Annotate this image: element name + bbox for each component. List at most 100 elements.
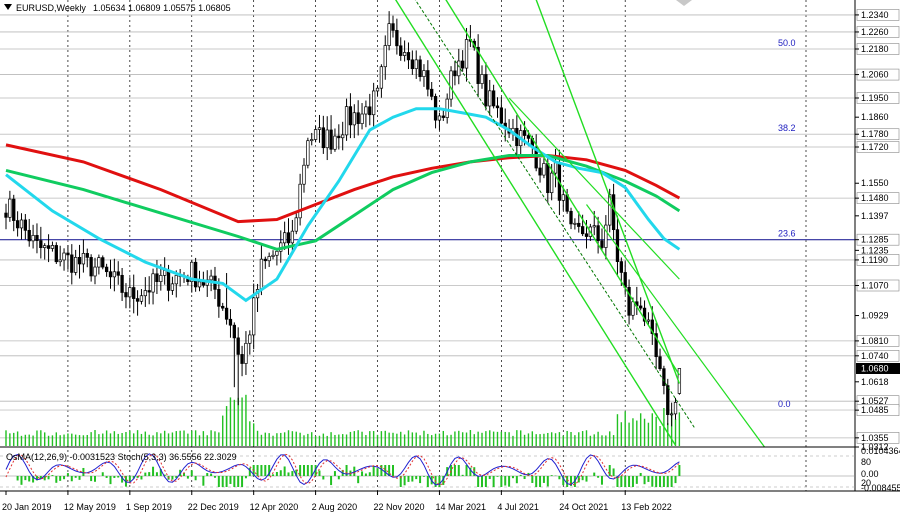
candle-body xyxy=(282,232,287,244)
time-tick-label: 13 Feb 2022 xyxy=(621,502,672,512)
candle-body xyxy=(464,39,469,69)
candle-body xyxy=(383,45,387,68)
candle-body xyxy=(197,281,202,288)
candle-body xyxy=(569,210,573,225)
indicator-axis-label: 0.00 xyxy=(861,469,879,479)
candle-body xyxy=(538,167,542,176)
candle-body xyxy=(294,217,298,232)
candle-body xyxy=(39,240,43,249)
time-tick-label: 22 Nov 2020 xyxy=(374,502,425,512)
price-tick-label: 1.0740 xyxy=(861,351,889,361)
price-tick-label: 1.0485 xyxy=(861,405,889,415)
candle-body xyxy=(306,140,310,166)
time-tick-label: 2 Aug 2020 xyxy=(312,502,358,512)
candle-body xyxy=(604,224,608,248)
symbol-label: EURUSD,Weekly xyxy=(16,3,86,13)
candle-body xyxy=(666,385,670,415)
candle-body xyxy=(368,106,372,116)
candle-body xyxy=(101,257,105,268)
candle-body xyxy=(414,59,418,70)
candle-body xyxy=(372,90,376,116)
candle-body xyxy=(430,88,434,97)
price-tick-label: 1.0810 xyxy=(861,336,889,346)
price-tick-label: 1.0618 xyxy=(861,377,889,387)
candle-body xyxy=(356,112,360,124)
candle-body xyxy=(600,240,604,248)
candle-body xyxy=(50,245,55,249)
indicator-axis-label: 0.0104364 xyxy=(861,446,900,456)
candle-body xyxy=(642,307,647,322)
candle-body xyxy=(190,261,194,282)
candle-body xyxy=(491,90,496,107)
price-tick-label: 1.1235 xyxy=(861,245,889,255)
candle-body xyxy=(43,245,47,249)
fib-label: 0.0 xyxy=(778,399,791,409)
candle-body xyxy=(391,23,395,31)
candle-body xyxy=(542,163,546,176)
candle-body xyxy=(395,30,399,47)
candle-body xyxy=(62,252,66,261)
candle-body xyxy=(325,129,329,149)
price-tick-label: 1.1397 xyxy=(861,211,889,221)
candle-body xyxy=(236,337,240,355)
candle-body xyxy=(352,112,356,126)
candle-body xyxy=(139,295,144,302)
trend-line xyxy=(508,97,680,280)
candle-body xyxy=(263,258,267,262)
candle-body xyxy=(344,106,349,136)
candle-body xyxy=(317,127,322,130)
candle-body xyxy=(333,135,337,150)
candle-body xyxy=(108,271,113,278)
price-axis: 1.2340 1.2260 1.2180 1.2060 1.1950 1.1860 1.17… xyxy=(855,9,900,452)
price-tick-label: 1.1780 xyxy=(861,129,889,139)
trend-line xyxy=(445,0,680,376)
price-tick-label: 1.0929 xyxy=(861,311,889,321)
candle-body xyxy=(23,219,27,231)
candle-body xyxy=(128,287,132,298)
price-tick-label: 1.2180 xyxy=(861,44,889,54)
time-tick-label: 14 Mar 2021 xyxy=(435,502,486,512)
current-price-label: 1.0680 xyxy=(861,363,889,373)
dropdown-triangle-icon[interactable] xyxy=(4,4,12,10)
moving-average-line xyxy=(5,107,681,303)
candle-body xyxy=(313,129,318,140)
candle-body xyxy=(341,134,345,139)
price-tick-label: 1.2060 xyxy=(861,70,889,80)
candle-body xyxy=(4,212,8,218)
trend-line xyxy=(414,0,696,429)
candle-body xyxy=(375,87,380,92)
candle-body xyxy=(290,230,295,244)
candle-body xyxy=(74,257,78,273)
candle-body xyxy=(232,324,236,339)
candle-body xyxy=(441,115,445,118)
candle-body xyxy=(406,52,411,61)
indicator-axis-label: 20 xyxy=(861,478,871,488)
candle-body xyxy=(348,106,353,126)
candle-body xyxy=(174,275,178,285)
candle-body xyxy=(252,297,256,336)
candle-body xyxy=(135,298,140,302)
candle-body xyxy=(298,183,302,219)
price-tick-label: 1.0312 xyxy=(861,442,889,452)
candle-body xyxy=(120,274,124,293)
candle-body xyxy=(209,275,213,281)
candle-body xyxy=(224,307,229,320)
candle-body xyxy=(495,105,500,109)
fib-label: 50.0 xyxy=(778,38,796,48)
indicator-label: OsMA(12,26,9) -0.0031523 Stoch(5,3,3) 36… xyxy=(6,452,237,462)
candle-body xyxy=(151,273,155,293)
indicator-axis-label: -0.008455 xyxy=(861,483,900,493)
candle-body xyxy=(170,283,175,291)
price-tick-label: 1.1720 xyxy=(861,142,889,152)
candle-body xyxy=(387,23,391,46)
candle-body xyxy=(608,194,612,226)
candle-body xyxy=(228,318,233,326)
time-tick-label: 12 May 2019 xyxy=(64,502,116,512)
candle-body xyxy=(410,59,414,70)
price-tick-label: 1.1950 xyxy=(861,93,889,103)
candle-body xyxy=(476,46,480,84)
candle-body xyxy=(321,127,325,149)
candle-body xyxy=(77,257,82,265)
